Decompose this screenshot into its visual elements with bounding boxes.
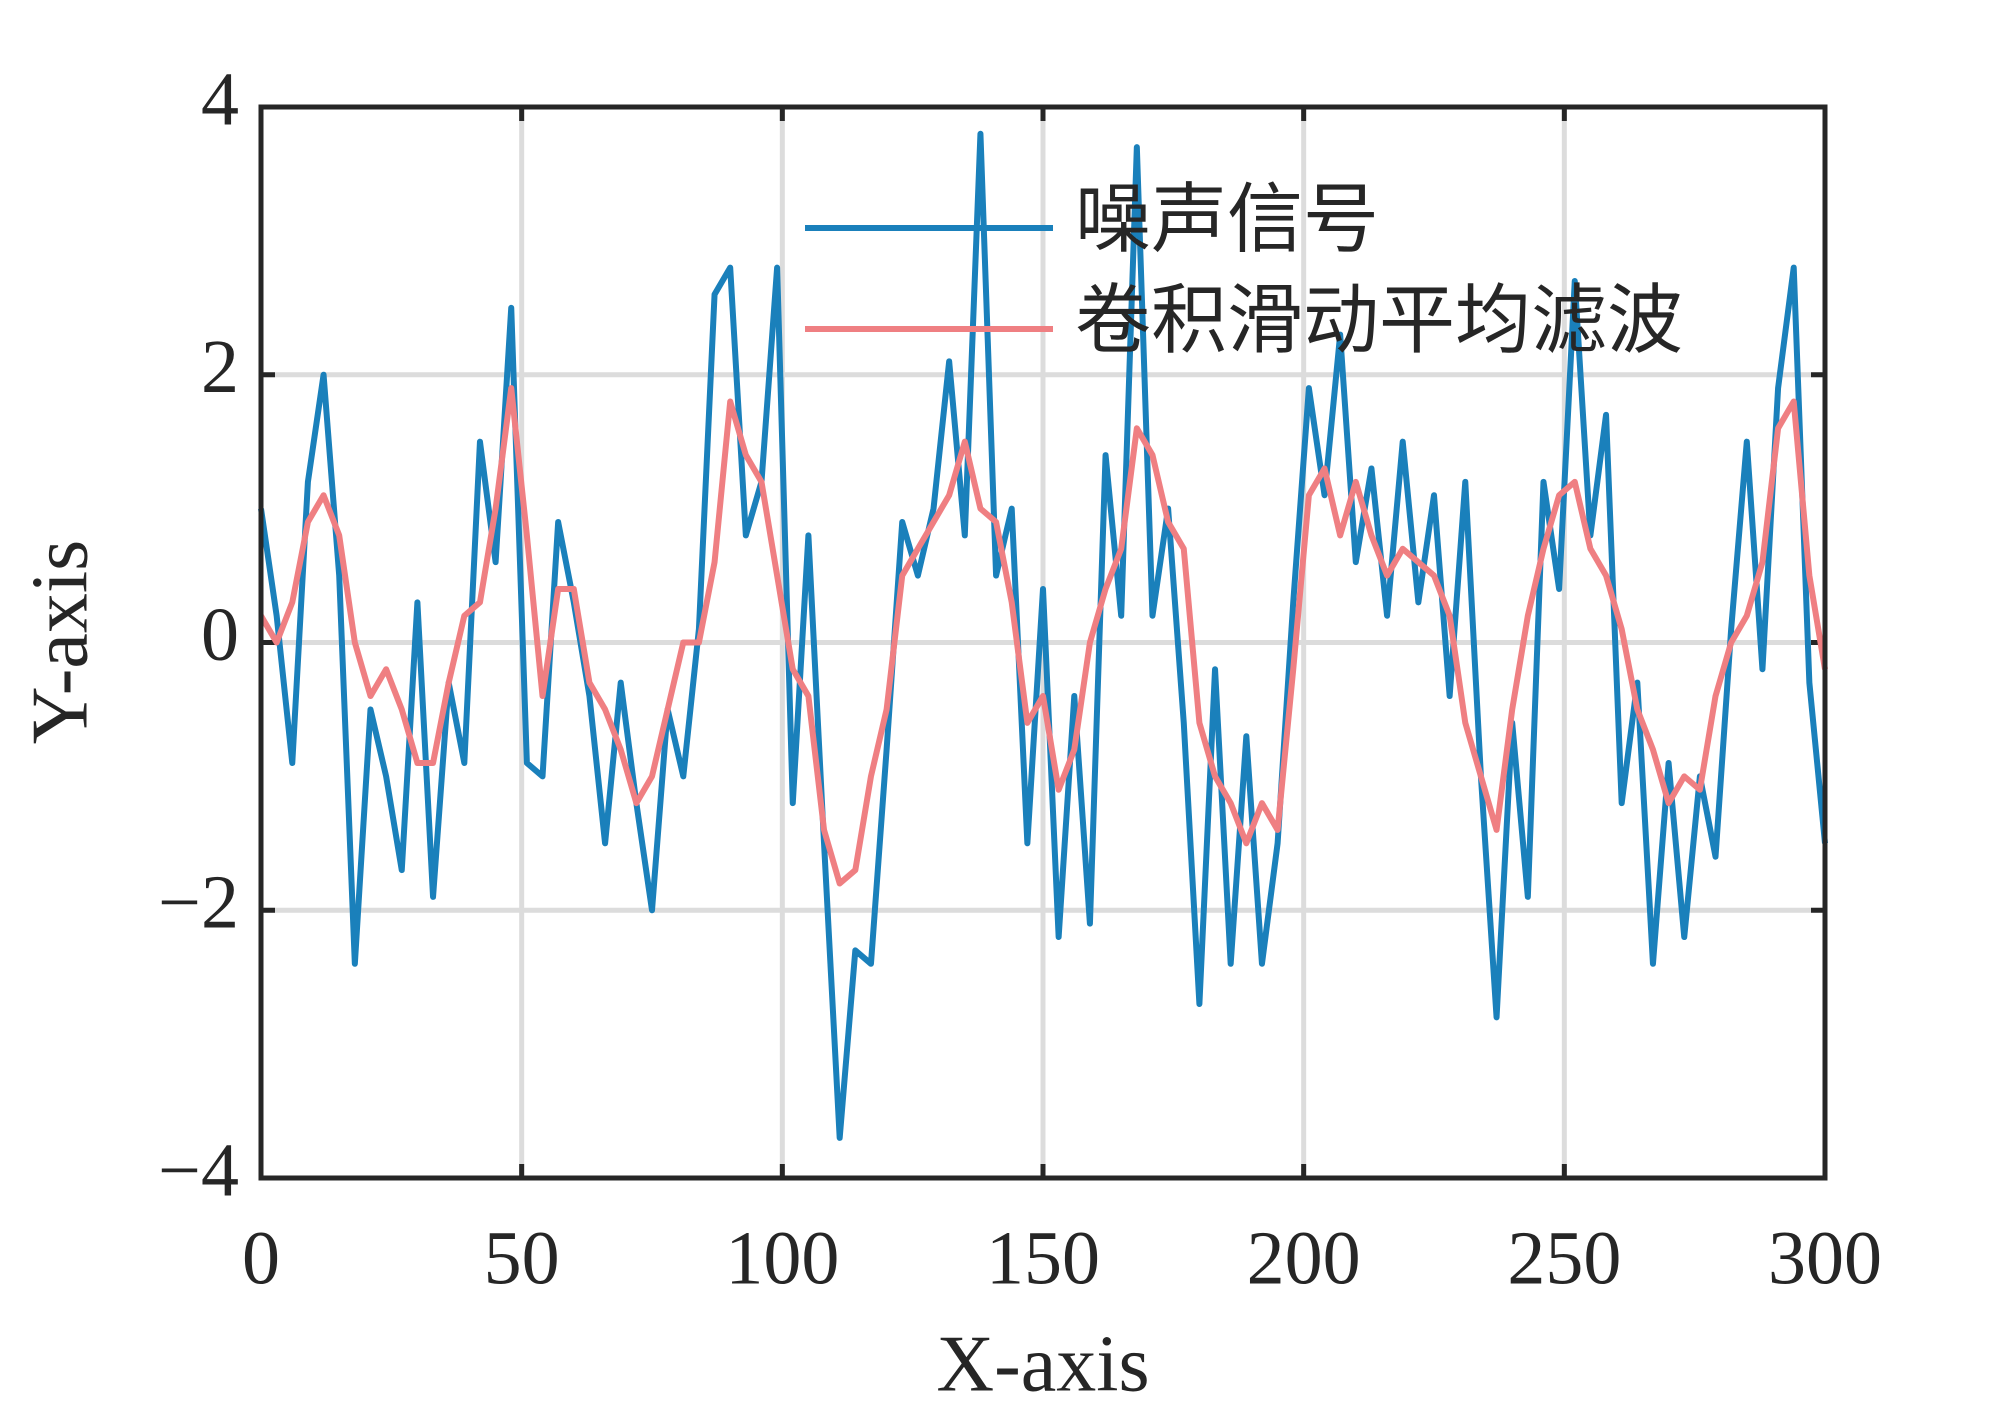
data-line [258,385,1828,887]
x-tick-label: 250 [1507,1216,1621,1300]
data-line [258,130,1828,1141]
x-tick-label: 50 [484,1216,560,1300]
y-tick-label: 4 [201,57,239,141]
plot-frame [258,104,1828,1181]
legend-label: 噪声信号 [1075,178,1379,262]
x-tick-label: 300 [1768,1216,1882,1300]
y-tick-label: 0 [201,593,239,677]
x-tick-label: 200 [1247,1216,1361,1300]
x-tick-label: 100 [725,1216,839,1300]
x-axis-label: X-axis [936,1320,1149,1408]
x-tick-label: 0 [242,1216,280,1300]
y-tick-label: −4 [158,1128,239,1212]
y-axis-label: Y-axis [16,540,104,744]
x-tick-label: 150 [986,1216,1100,1300]
y-tick-label: −2 [158,861,239,945]
legend-label: 卷积滑动平均滤波 [1075,279,1683,363]
y-tick-label: 2 [201,325,239,409]
